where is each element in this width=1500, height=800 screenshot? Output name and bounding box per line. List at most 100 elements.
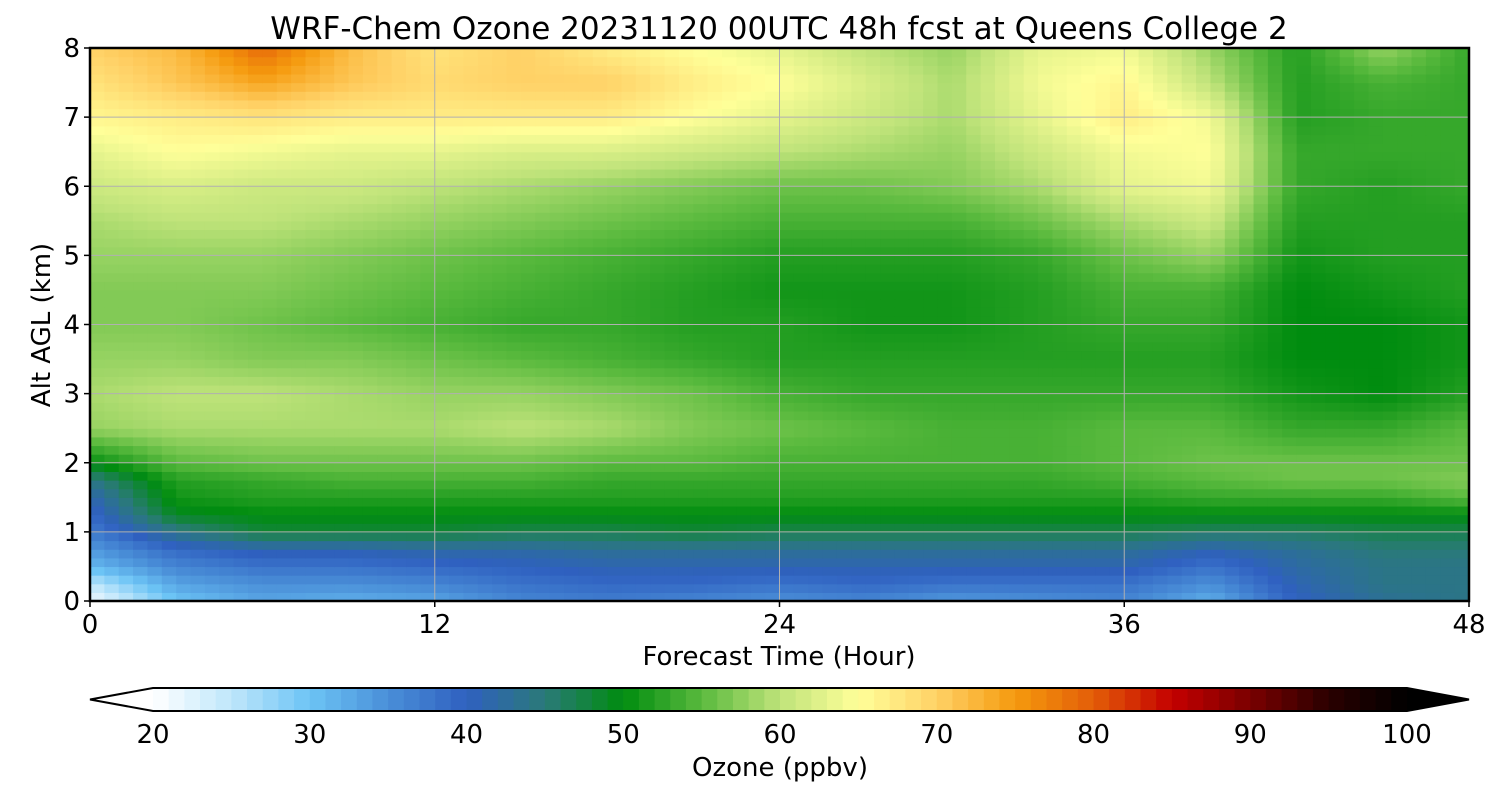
heatmap-cell (707, 505, 723, 516)
heatmap-cell (305, 531, 321, 542)
heatmap-cell (722, 523, 737, 533)
heatmap-cell (291, 289, 307, 300)
heatmap-cell (1382, 557, 1398, 568)
heatmap-cell (104, 480, 120, 490)
heatmap-cell (1239, 428, 1255, 438)
heatmap-cell (707, 531, 723, 542)
heatmap-cell (262, 540, 278, 550)
heatmap-cell (492, 212, 508, 222)
heatmap-cell (104, 462, 120, 472)
heatmap-cell (506, 246, 522, 256)
heatmap-cell (1425, 229, 1441, 239)
heatmap-cell (1425, 264, 1441, 274)
heatmap-cell (736, 255, 752, 265)
heatmap-cell (1382, 480, 1398, 490)
heatmap-cell (276, 471, 292, 481)
heatmap-cell (362, 315, 378, 326)
heatmap-cell (836, 168, 852, 179)
heatmap-cell (1196, 540, 1212, 550)
heatmap-cell (707, 419, 723, 429)
heatmap-cell (592, 255, 608, 265)
heatmap-cell (707, 298, 723, 308)
heatmap-cell (994, 402, 1010, 412)
heatmap-cell (1196, 376, 1212, 386)
heatmap-cell (1081, 419, 1097, 429)
heatmap-cell (1196, 384, 1212, 395)
heatmap-cell (966, 592, 982, 601)
heatmap-cell (1224, 168, 1240, 179)
heatmap-cell (635, 575, 651, 585)
heatmap-cell (1066, 177, 1082, 187)
heatmap-cell (362, 436, 378, 447)
heatmap-cell (980, 514, 996, 524)
heatmap-cell (1354, 168, 1370, 179)
heatmap-cell (765, 393, 781, 403)
heatmap-cell (722, 359, 737, 369)
heatmap-cell (722, 445, 737, 455)
heatmap-cell (477, 540, 493, 550)
heatmap-cell (535, 393, 551, 403)
heatmap-cell (161, 324, 177, 334)
heatmap-cell (650, 359, 666, 369)
heatmap-cell (147, 160, 163, 170)
heatmap-cell (1210, 238, 1226, 248)
heatmap-cell (937, 583, 953, 593)
heatmap-cell (1196, 549, 1212, 559)
heatmap-cell (305, 194, 321, 205)
heatmap-cell (793, 359, 809, 369)
heatmap-cell (1253, 540, 1269, 550)
heatmap-cell (492, 307, 508, 317)
heatmap-cell (176, 272, 192, 282)
heatmap-cell (1325, 289, 1341, 300)
heatmap-cell (664, 488, 680, 498)
heatmap-cell (291, 445, 307, 455)
heatmap-cell (865, 255, 881, 265)
heatmap-cell (1124, 523, 1140, 533)
heatmap-cell (190, 531, 206, 542)
heatmap-cell (133, 402, 149, 412)
heatmap-cell (520, 246, 536, 256)
heatmap-cell (635, 315, 651, 326)
heatmap-cell (865, 333, 881, 343)
heatmap-cell (104, 143, 120, 153)
heatmap-cell (219, 307, 235, 317)
heatmap-cell (592, 168, 608, 179)
heatmap-cell (635, 462, 651, 472)
heatmap-cell (133, 307, 149, 317)
heatmap-cell (836, 264, 852, 274)
heatmap-cell (851, 462, 867, 472)
heatmap-cell (492, 488, 508, 498)
heatmap-cell (1196, 246, 1212, 256)
heatmap-cell (233, 186, 249, 196)
heatmap-cell (1267, 376, 1283, 386)
heatmap-cell (90, 307, 105, 317)
heatmap-cell (520, 410, 536, 421)
heatmap-cell (894, 194, 910, 205)
heatmap-cell (377, 514, 393, 524)
heatmap-cell (463, 549, 479, 559)
heatmap-cell (1267, 289, 1283, 300)
heatmap-cell (391, 151, 407, 161)
heatmap-cell (391, 480, 407, 490)
heatmap-cell (1454, 220, 1469, 231)
heatmap-cell (923, 523, 939, 533)
heatmap-cell (836, 220, 852, 231)
heatmap-cell (1210, 540, 1226, 550)
heatmap-cell (219, 436, 235, 447)
heatmap-cell (894, 168, 910, 179)
heatmap-cell (693, 566, 709, 576)
heatmap-cell (693, 203, 709, 213)
heatmap-cell (262, 376, 278, 386)
heatmap-cell (248, 480, 263, 490)
heatmap-cell (1411, 315, 1427, 326)
heatmap-cell (894, 540, 910, 550)
heatmap-cell (1325, 549, 1341, 559)
heatmap-cell (506, 549, 522, 559)
heatmap-cell (994, 367, 1010, 377)
heatmap-cell (635, 177, 651, 187)
heatmap-cell (966, 419, 982, 429)
heatmap-cell (664, 471, 680, 481)
heatmap-cell (822, 488, 838, 498)
heatmap-cell (477, 592, 493, 601)
heatmap-cell (1009, 177, 1025, 187)
